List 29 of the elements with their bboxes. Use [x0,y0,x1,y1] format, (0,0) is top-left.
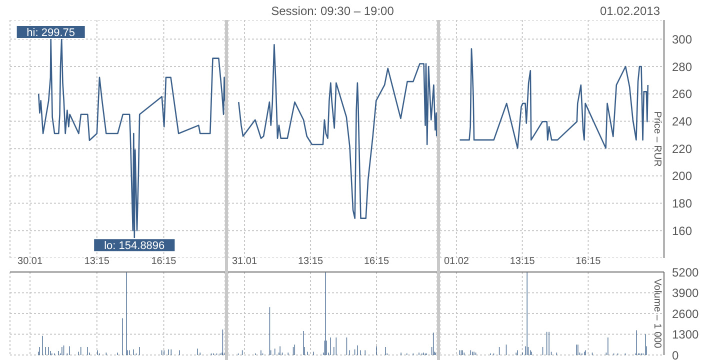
y-tick-label: 220 [672,142,692,156]
chart-title: Session: 09:30 – 19:00 [270,4,395,18]
x-tick-label: 16:15 [576,256,602,267]
y-axis-title: Volume – 1 000 [651,278,662,349]
y-axis-title: Price – RUR [651,111,662,167]
x-tick-label: 16:15 [364,256,390,267]
y-tick-label: 280 [672,60,692,74]
text: 01.02.2013 [600,4,660,18]
x-tick-label: 16:15 [151,256,177,267]
y-tick-label: 300 [672,32,692,46]
y-tick-label: 160 [672,224,692,238]
x-tick-label: 13:15 [510,256,536,267]
annotation: lo: 154.8896 [104,240,165,252]
x-tick-label: 01.02 [444,256,470,267]
y-tick-label: 5200 [672,265,700,280]
x-tick-label: 13:15 [298,256,324,267]
line-series [459,48,649,149]
y-tick-label: 3900 [672,286,700,300]
y-tick-label: 2600 [672,306,700,321]
y-tick-label: 1300 [672,328,700,342]
y-tick-label: 0 [672,348,679,360]
annotation: hi: 299.75 [26,26,76,39]
y-tick-label: 180 [672,196,692,211]
x-tick-label: 13:15 [84,256,110,267]
x-tick-label: 31.01 [232,256,258,267]
y-tick-label: 240 [672,114,692,128]
y-tick-label: 200 [672,169,692,184]
y-tick-label: 260 [672,87,692,102]
x-tick-label: 30.01 [18,256,43,267]
